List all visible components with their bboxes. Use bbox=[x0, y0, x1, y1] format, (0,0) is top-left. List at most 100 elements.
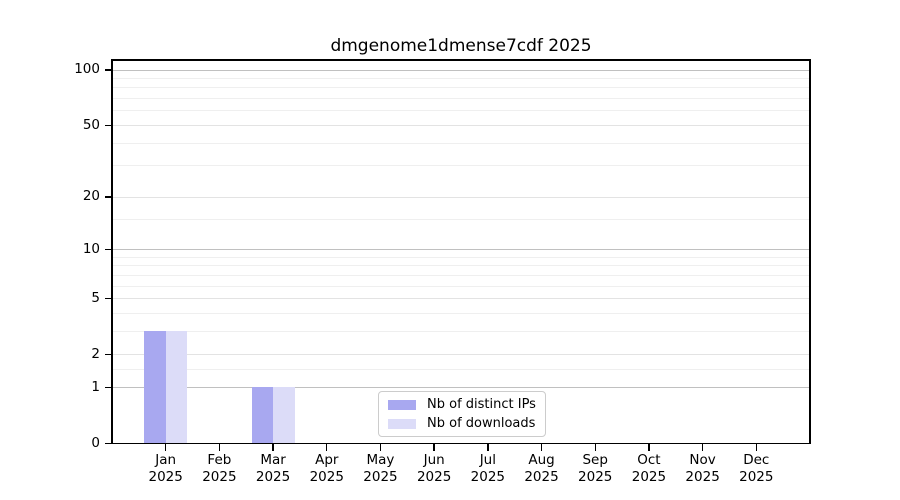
x-tick-mark bbox=[701, 444, 704, 452]
y-tick-mark bbox=[104, 353, 112, 356]
x-tick-label: Feb 2025 bbox=[187, 452, 251, 486]
y-gridline bbox=[112, 124, 810, 126]
plot-spine-right bbox=[809, 59, 811, 445]
y-minor-gridline bbox=[112, 87, 810, 89]
x-tick-label: Aug 2025 bbox=[510, 452, 574, 486]
y-minor-gridline bbox=[112, 368, 810, 370]
y-decade-gridline bbox=[112, 386, 810, 388]
x-tick-year: 2025 bbox=[578, 468, 613, 485]
plot-spine-top bbox=[111, 59, 811, 61]
y-tick-mark bbox=[104, 297, 112, 300]
x-tick-month: Jun bbox=[423, 451, 445, 468]
x-tick-year: 2025 bbox=[524, 468, 559, 485]
x-tick-year: 2025 bbox=[685, 468, 720, 485]
x-tick-year: 2025 bbox=[631, 468, 667, 485]
x-tick-mark bbox=[218, 444, 221, 452]
y-minor-gridline bbox=[112, 330, 810, 332]
x-tick-year: 2025 bbox=[416, 468, 452, 485]
x-tick-year: 2025 bbox=[309, 468, 344, 485]
x-tick-year: 2025 bbox=[739, 468, 774, 485]
chart-title: dmgenome1dmense7cdf 2025 bbox=[330, 36, 592, 56]
bar-distinct-ips bbox=[251, 387, 274, 444]
y-gridline bbox=[112, 354, 810, 356]
legend-row: Nb of downloads bbox=[388, 416, 536, 431]
bar-distinct-ips bbox=[144, 331, 166, 444]
y-tick-mark bbox=[104, 124, 112, 127]
x-tick-label: Sep 2025 bbox=[563, 452, 627, 486]
y-decade-gridline bbox=[112, 248, 810, 250]
legend-label: Nb of downloads bbox=[427, 416, 536, 431]
y-tick-mark bbox=[104, 386, 112, 389]
x-tick-mark bbox=[487, 444, 489, 452]
y-tick-label: 50 bbox=[82, 116, 100, 133]
y-tick-label: 20 bbox=[82, 188, 100, 205]
x-tick-mark bbox=[755, 444, 757, 452]
x-tick-label: Apr 2025 bbox=[295, 452, 359, 486]
y-tick-label: 1 bbox=[91, 378, 100, 395]
x-tick-mark bbox=[594, 444, 596, 452]
x-tick-mark bbox=[379, 444, 382, 452]
x-tick-mark bbox=[326, 444, 328, 452]
y-minor-gridline bbox=[112, 312, 810, 314]
y-minor-gridline bbox=[112, 78, 810, 80]
y-minor-gridline bbox=[112, 165, 810, 167]
x-tick-mark bbox=[540, 444, 543, 452]
y-minor-gridline bbox=[112, 110, 810, 112]
x-tick-month: Aug bbox=[528, 451, 555, 468]
legend: Nb of distinct IPs Nb of downloads bbox=[378, 391, 546, 437]
x-tick-month: Apr bbox=[315, 451, 339, 468]
x-tick-month: Feb bbox=[207, 451, 232, 468]
y-minor-gridline bbox=[112, 285, 810, 287]
x-tick-month: May bbox=[366, 451, 395, 468]
x-tick-label: Jun 2025 bbox=[402, 452, 466, 486]
y-tick-label: 2 bbox=[91, 345, 100, 362]
x-tick-label: Dec 2025 bbox=[724, 452, 788, 486]
x-tick-label: Jan 2025 bbox=[134, 452, 198, 486]
x-tick-mark bbox=[648, 444, 650, 452]
bar-downloads bbox=[273, 387, 295, 444]
x-tick-year: 2025 bbox=[255, 468, 291, 485]
legend-label: Nb of distinct IPs bbox=[427, 397, 536, 412]
y-tick-label: 0 bbox=[91, 434, 100, 451]
y-minor-gridline bbox=[112, 98, 810, 100]
x-tick-label: Jul 2025 bbox=[456, 452, 520, 486]
x-tick-mark bbox=[433, 444, 435, 452]
bar-downloads bbox=[165, 331, 188, 444]
x-tick-month: Nov bbox=[689, 451, 716, 468]
y-minor-gridline bbox=[112, 142, 810, 144]
x-tick-month: Mar bbox=[260, 451, 286, 468]
y-gridline bbox=[112, 196, 810, 198]
x-tick-year: 2025 bbox=[148, 468, 183, 485]
y-decade-gridline bbox=[112, 69, 810, 71]
plot-spine-left bbox=[111, 59, 113, 445]
legend-swatch bbox=[388, 399, 416, 410]
x-tick-mark bbox=[272, 444, 274, 452]
y-tick-label: 5 bbox=[91, 289, 100, 306]
x-tick-month: Oct bbox=[637, 451, 661, 468]
x-tick-month: Dec bbox=[743, 451, 770, 468]
y-tick-label: 100 bbox=[74, 61, 100, 78]
x-tick-month: Jul bbox=[479, 451, 496, 468]
legend-row: Nb of distinct IPs bbox=[388, 397, 536, 412]
x-tick-label: Nov 2025 bbox=[671, 452, 735, 486]
x-tick-year: 2025 bbox=[470, 468, 506, 485]
y-minor-gridline bbox=[112, 218, 810, 220]
y-gridline bbox=[112, 298, 810, 300]
y-tick-mark bbox=[104, 69, 112, 71]
y-minor-gridline bbox=[112, 265, 810, 267]
x-tick-label: Oct 2025 bbox=[617, 452, 681, 486]
y-tick-mark bbox=[104, 248, 112, 251]
y-tick-label: 10 bbox=[82, 240, 100, 257]
y-tick-mark bbox=[104, 196, 112, 198]
y-minor-gridline bbox=[112, 274, 810, 276]
y-minor-gridline bbox=[112, 256, 810, 258]
x-tick-year: 2025 bbox=[202, 468, 237, 485]
x-tick-label: Mar 2025 bbox=[241, 452, 305, 486]
x-tick-mark bbox=[164, 444, 167, 452]
legend-swatch bbox=[388, 418, 416, 429]
x-tick-month: Sep bbox=[582, 451, 608, 468]
x-tick-month: Jan bbox=[155, 451, 177, 468]
x-tick-label: May 2025 bbox=[348, 452, 412, 486]
plot-spine-bottom bbox=[111, 442, 811, 445]
